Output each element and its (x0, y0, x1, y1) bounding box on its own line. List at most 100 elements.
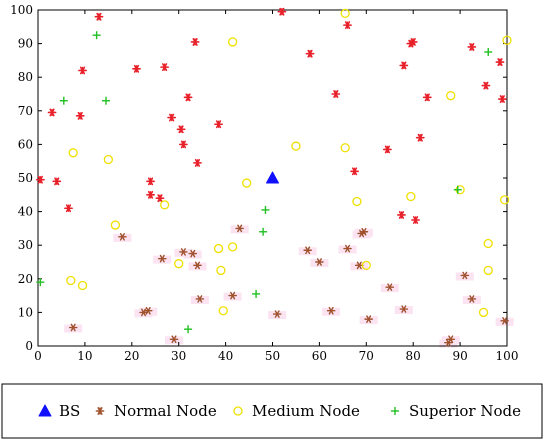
legend-item-bs: BS (38, 402, 80, 420)
normal-node-lower-point (467, 295, 477, 303)
superior-node-point (252, 289, 261, 298)
medium-node-point (406, 191, 416, 202)
medium-node-point (361, 260, 371, 271)
normal-node-point (350, 167, 359, 176)
normal-node-lower-point (326, 306, 336, 315)
bs-legend-marker (38, 404, 52, 417)
medium-node-point (502, 35, 512, 45)
normal-node-point (467, 43, 477, 51)
normal-node-point (155, 194, 165, 203)
normal-node-lower-point (143, 306, 153, 315)
normal-node-lower-point (359, 227, 369, 236)
legend-box (1, 383, 543, 439)
normal-node-point (52, 177, 62, 186)
normal-node-lower-point (188, 249, 198, 258)
normal-node-point (331, 90, 341, 98)
medium-node-point (340, 8, 350, 19)
medium-node-point (216, 265, 226, 276)
normal-node-point (397, 211, 406, 219)
medium-node-point (103, 154, 113, 165)
medium-node-point (483, 265, 493, 276)
medium-node-point (500, 195, 510, 205)
normal-node-point (193, 158, 202, 167)
normal-node-point (64, 204, 73, 213)
y-tick-label: 60 (18, 137, 33, 151)
y-tick-label: 80 (18, 70, 33, 84)
normal-node-point (75, 111, 85, 120)
x-tick-label: 10 (77, 349, 92, 363)
normal-node-point (214, 120, 223, 129)
normal-node-point (35, 175, 45, 184)
normal-node-point (497, 95, 507, 103)
legend-label: Superior Node (409, 402, 521, 420)
normal-node-point (277, 7, 287, 16)
x-tick-label: 30 (171, 349, 186, 363)
normal-node-point (146, 177, 155, 186)
normal-node-point (383, 145, 392, 154)
selection-highlights (64, 225, 514, 348)
normal-node-point (408, 38, 418, 46)
normal-node-lower-point (235, 224, 244, 233)
x-tick-label: 90 (452, 349, 467, 363)
bs-point (266, 171, 279, 184)
y-tick-label: 70 (18, 104, 33, 118)
normal-node-lower-point (68, 323, 78, 332)
medium-node-point (68, 148, 78, 158)
normal-node-lower-point (193, 261, 202, 270)
normal-node-point (167, 113, 177, 122)
normal-node-lower-point (157, 254, 167, 263)
x-tick-label: 60 (312, 349, 327, 363)
normal-node-point (481, 81, 491, 90)
normal-node-point (495, 58, 505, 66)
superior-node-point (92, 31, 101, 40)
normal-node-point (305, 49, 315, 58)
normal-node-point (132, 64, 141, 73)
medium-node-point (174, 259, 184, 269)
normal-node-point (183, 93, 193, 102)
superior-node-point (102, 96, 111, 105)
legend: BS Normal Node Medium Node Superior Node (1, 383, 543, 439)
data-points (35, 7, 512, 347)
medium-node-point (77, 280, 88, 291)
superior-node-legend-marker (391, 407, 399, 415)
superior-node-point (36, 278, 45, 287)
normal-node-point (415, 133, 425, 142)
y-tick-label: 20 (18, 272, 33, 286)
normal-node-point (343, 21, 352, 30)
normal-node-legend-marker (95, 407, 105, 415)
medium-node-legend-marker (233, 406, 243, 416)
y-tick-label: 50 (18, 171, 33, 185)
axis-ticks: 0 10 20 30 40 50 60 70 80 90 100 0 10 20 30 40 50 60 70 80 9… (10, 3, 518, 363)
medium-node-point (340, 143, 350, 153)
x-tick-label: 0 (34, 349, 42, 363)
superior-node-point (59, 96, 68, 105)
legend-item-normal-node: Normal Node (95, 402, 217, 420)
medium-node-point (227, 37, 238, 47)
x-tick-label: 50 (265, 349, 280, 363)
medium-node-point (218, 306, 228, 316)
normal-node-point (399, 61, 409, 70)
medium-node-point (66, 275, 76, 286)
normal-node-point (176, 125, 186, 134)
normal-node-lower-point (118, 232, 127, 241)
normal-node-point (146, 190, 155, 199)
medium-node-point (159, 200, 170, 210)
medium-node-point (446, 91, 456, 101)
medium-node-point (483, 238, 493, 249)
superior-node-point (453, 185, 462, 194)
normal-node-point (94, 12, 104, 21)
superior-node-point (261, 205, 270, 214)
normal-node-point (422, 93, 432, 102)
normal-node-lower-point (460, 271, 470, 280)
normal-node-lower-point (179, 248, 188, 256)
legend-item-medium-node: Medium Node (233, 402, 360, 420)
x-tick-label: 20 (124, 349, 139, 363)
medium-node-point (242, 178, 252, 188)
normal-node-lower-point (446, 335, 456, 344)
normal-node-point (78, 66, 87, 75)
legend-item-superior-node: Superior Node (391, 402, 521, 420)
medium-node-point (478, 307, 489, 318)
medium-node-point (213, 243, 224, 254)
y-tick-label: 30 (18, 238, 33, 252)
superior-node-point (259, 227, 268, 236)
